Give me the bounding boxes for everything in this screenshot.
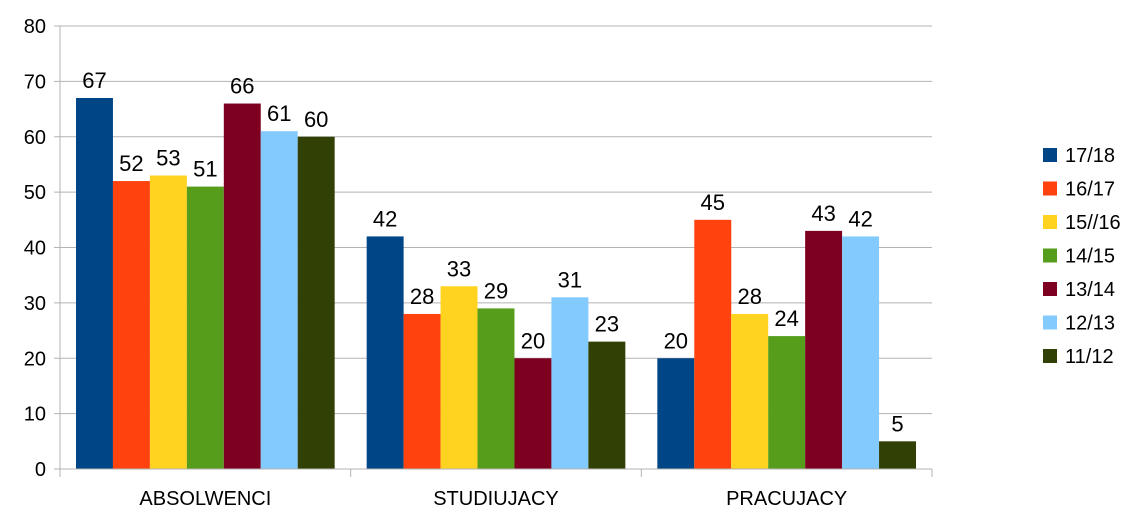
bar (76, 97, 113, 470)
bar (805, 230, 843, 469)
data-label: 20 (664, 328, 688, 353)
data-label: 67 (82, 68, 106, 93)
legend-swatch (1043, 248, 1057, 263)
bar (768, 336, 806, 469)
data-label: 52 (119, 151, 143, 176)
legend-label: 11/12 (1065, 346, 1114, 368)
data-label: 20 (521, 328, 545, 353)
legend-swatch (1043, 349, 1057, 363)
bar (551, 297, 589, 469)
legend-label: 13/14 (1065, 279, 1115, 301)
data-label: 31 (558, 267, 582, 292)
y-tick-label: 50 (24, 182, 46, 204)
data-label: 45 (701, 190, 725, 215)
bar (297, 136, 335, 469)
bar (731, 313, 769, 469)
bar (260, 131, 298, 469)
bar (440, 286, 478, 469)
y-tick-label: 0 (35, 459, 46, 481)
bar (223, 103, 261, 470)
legend-label: 14/15 (1065, 246, 1115, 268)
data-label: 51 (193, 157, 217, 182)
bar (657, 358, 695, 469)
y-tick-label: 30 (24, 293, 46, 315)
bar (366, 236, 404, 469)
bar (403, 313, 441, 469)
legend-label: 15//16 (1065, 212, 1121, 234)
data-label: 60 (304, 107, 328, 132)
bar (112, 181, 150, 470)
data-label: 66 (230, 74, 254, 99)
data-label: 24 (774, 306, 798, 331)
bar (842, 236, 880, 469)
y-tick-label: 60 (24, 127, 46, 149)
bar (588, 341, 626, 469)
data-label: 28 (737, 284, 761, 309)
data-label: 43 (811, 201, 835, 226)
y-tick-label: 10 (24, 404, 46, 426)
data-labels: 67 52 53 51 66 61 60 42 28 33 29 20 31 23 20 45 28 24 43 42… (82, 68, 903, 436)
x-category-label: STUDIUJACY (433, 488, 559, 510)
x-category-label: PRACUJACY (726, 488, 847, 510)
data-label: 28 (410, 284, 434, 309)
y-tick-label: 80 (24, 16, 46, 38)
bar (186, 186, 224, 469)
data-label: 61 (267, 101, 291, 126)
legend-swatch (1043, 215, 1057, 229)
y-tick-label: 20 (24, 348, 46, 370)
data-label: 42 (373, 206, 397, 231)
bar (477, 308, 515, 469)
legend-swatch (1043, 148, 1057, 162)
bar (149, 175, 187, 469)
bars (76, 97, 916, 470)
legend-swatch (1043, 315, 1057, 330)
legend-swatch (1043, 282, 1057, 296)
legend-label: 12/13 (1065, 313, 1115, 335)
axes: 0 10 20 30 40 50 60 70 80 ABSOLWENCI STUDIUJACY PRA… (24, 16, 933, 510)
legend-label: 17/18 (1065, 145, 1115, 167)
data-label: 29 (484, 278, 508, 303)
y-tick-label: 70 (24, 71, 46, 93)
data-label: 53 (156, 146, 180, 171)
legend-swatch (1043, 181, 1057, 196)
data-label: 42 (848, 206, 872, 231)
legend-label: 16/17 (1065, 179, 1115, 201)
data-label: 5 (891, 411, 903, 436)
legend: 17/18 16/17 15//16 14/15 13/14 12/13 11/12 (1043, 145, 1121, 368)
bar (879, 441, 916, 469)
bar (514, 358, 552, 469)
x-category-label: ABSOLWENCI (139, 488, 271, 510)
y-tick-label: 40 (24, 238, 46, 260)
bar (694, 219, 732, 469)
data-label: 33 (447, 256, 471, 281)
data-label: 23 (595, 312, 619, 337)
